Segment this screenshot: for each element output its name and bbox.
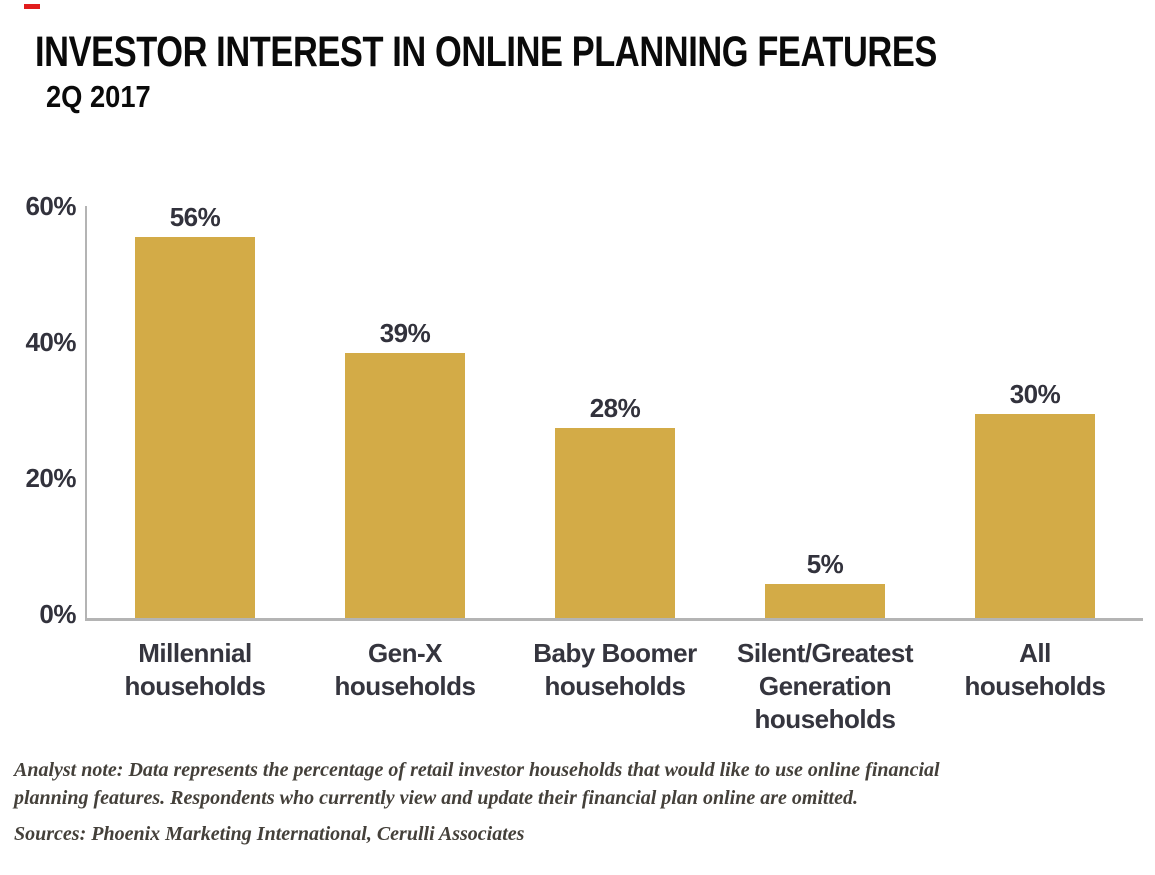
x-axis-category-label: Millennial households xyxy=(85,637,305,703)
analyst-note-line-1: Analyst note: Data represents the percen… xyxy=(14,759,940,781)
bar xyxy=(975,414,1095,618)
page-subtitle: 2Q 2017 xyxy=(46,79,151,114)
bar xyxy=(345,353,465,618)
bar-value-label: 5% xyxy=(806,549,844,579)
bar-chart: 0% 20% 40% 60% 56% Millennial households 39% Gen… xyxy=(25,191,1145,736)
y-axis-tick-label: 40% xyxy=(25,327,76,357)
x-axis-category-label-line: Generation xyxy=(758,671,892,701)
x-axis-line xyxy=(85,618,1143,621)
bar-value-label: 30% xyxy=(1009,379,1061,409)
x-axis-category-label-line: Baby Boomer xyxy=(533,638,697,668)
y-axis-line xyxy=(85,206,87,621)
x-axis-category-label: Baby Boomer households xyxy=(505,637,725,703)
x-axis-category-label-line: households xyxy=(334,671,476,701)
bar-value-label: 56% xyxy=(169,202,221,232)
x-axis-category-label-line: households xyxy=(544,671,686,701)
x-axis-category-label-line: Millennial xyxy=(138,638,252,668)
page-title: INVESTOR INTEREST IN ONLINE PLANNING FEA… xyxy=(35,28,937,76)
analyst-note: Analyst note: Data represents the percen… xyxy=(14,756,1134,812)
red-dash-decoration xyxy=(24,4,40,9)
sources-line: Sources: Phoenix Marketing International… xyxy=(14,823,525,845)
y-axis-tick-label: 0% xyxy=(39,599,76,629)
y-axis-tick-label: 20% xyxy=(25,463,76,493)
bar xyxy=(765,584,885,618)
x-axis-category-label-line: All xyxy=(1019,638,1051,668)
analyst-note-line-2: planning features. Respondents who curre… xyxy=(14,787,858,809)
bar xyxy=(135,237,255,618)
x-axis-category-label-line: households xyxy=(964,671,1106,701)
x-axis-category-label-line: Silent/Greatest xyxy=(736,638,914,668)
x-axis-category-label-line: households xyxy=(124,671,266,701)
bar xyxy=(555,428,675,618)
x-axis-category-label: Silent/Greatest Generation households xyxy=(715,637,935,736)
x-axis-category-label-line: households xyxy=(754,704,896,734)
bar-value-label: 39% xyxy=(379,318,431,348)
x-axis-category-label-line: Gen-X xyxy=(367,638,443,668)
bar-value-label: 28% xyxy=(589,393,641,423)
y-axis-tick-label: 60% xyxy=(25,191,76,221)
x-axis-category-label: All households xyxy=(925,637,1145,703)
x-axis-category-label: Gen-X households xyxy=(295,637,515,703)
